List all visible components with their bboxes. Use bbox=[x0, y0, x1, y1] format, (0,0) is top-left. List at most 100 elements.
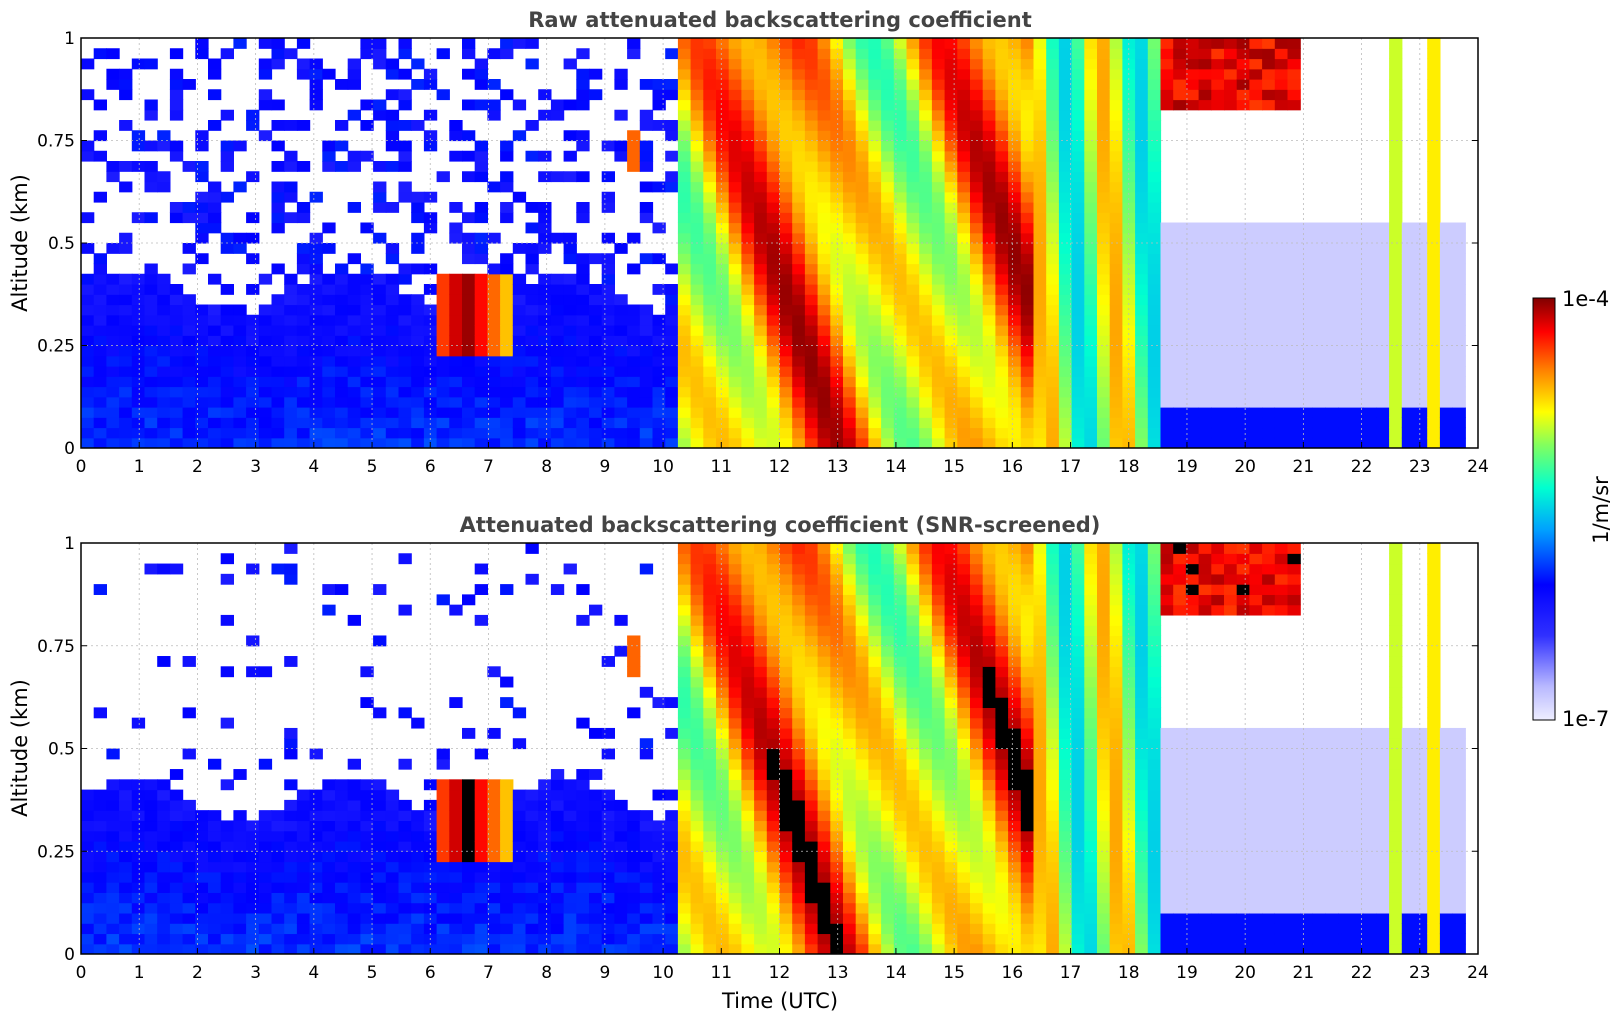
heatmap-cell bbox=[119, 366, 133, 377]
heatmap-cell bbox=[843, 717, 857, 729]
heatmap-cell bbox=[1300, 273, 1314, 285]
heatmap-cell bbox=[716, 563, 730, 575]
heatmap-cell bbox=[1376, 386, 1390, 398]
heatmap-cell bbox=[868, 181, 882, 193]
heatmap-cell bbox=[360, 840, 374, 852]
heatmap-cell bbox=[436, 594, 450, 606]
heatmap-cell bbox=[563, 284, 577, 295]
heatmap-cell bbox=[665, 851, 679, 863]
heatmap-cell bbox=[169, 396, 184, 408]
heatmap-cell bbox=[754, 304, 768, 316]
heatmap-cell bbox=[703, 212, 717, 224]
heatmap-cell bbox=[931, 232, 946, 244]
heatmap-cell bbox=[881, 882, 895, 893]
heatmap-cell bbox=[741, 427, 755, 439]
heatmap-cell bbox=[284, 181, 298, 193]
heatmap-cell bbox=[995, 273, 1009, 285]
heatmap-cell bbox=[398, 120, 412, 131]
heatmap-cell bbox=[1363, 427, 1377, 439]
heatmap-cell bbox=[690, 68, 704, 80]
heatmap-cell bbox=[1389, 396, 1403, 408]
heatmap-cell bbox=[385, 789, 400, 801]
heatmap-cell bbox=[690, 789, 704, 801]
heatmap-cell bbox=[296, 58, 311, 70]
heatmap-cell bbox=[970, 120, 984, 131]
heatmap-cell bbox=[373, 345, 387, 357]
heatmap-cell bbox=[487, 273, 501, 285]
heatmap-cell bbox=[690, 181, 704, 193]
heatmap-cell bbox=[728, 243, 742, 254]
heatmap-cell bbox=[1033, 263, 1047, 275]
heatmap-cell bbox=[1084, 376, 1098, 388]
heatmap-cell bbox=[716, 386, 730, 398]
heatmap-cell bbox=[817, 584, 831, 595]
heatmap-cell bbox=[1058, 191, 1073, 203]
heatmap-cell bbox=[1427, 222, 1441, 234]
heatmap-cell bbox=[703, 573, 717, 585]
heatmap-cell bbox=[1401, 396, 1416, 408]
heatmap-cell bbox=[1274, 232, 1289, 244]
heatmap-cell bbox=[1274, 304, 1289, 316]
heatmap-cell bbox=[817, 130, 831, 142]
heatmap-cell bbox=[766, 386, 781, 398]
heatmap-cell bbox=[462, 48, 476, 60]
heatmap-cell bbox=[1173, 243, 1187, 254]
heatmap-cell bbox=[131, 799, 146, 811]
heatmap-cell bbox=[881, 222, 895, 234]
heatmap-cell bbox=[385, 427, 400, 439]
heatmap-cell bbox=[741, 366, 755, 377]
heatmap-cell bbox=[830, 273, 844, 285]
heatmap-cell bbox=[1224, 58, 1238, 70]
heatmap-cell bbox=[728, 769, 742, 780]
heatmap-cell bbox=[843, 851, 857, 863]
heatmap-cell bbox=[563, 58, 577, 70]
heatmap-cell bbox=[462, 366, 476, 377]
heatmap-cell bbox=[525, 335, 539, 347]
heatmap-cell bbox=[385, 58, 400, 70]
heatmap-cell bbox=[855, 604, 869, 616]
heatmap-cell bbox=[589, 810, 603, 822]
heatmap-cell bbox=[1033, 161, 1047, 172]
heatmap-cell bbox=[906, 573, 920, 585]
heatmap-cell bbox=[614, 396, 628, 408]
heatmap-cell bbox=[817, 820, 831, 832]
heatmap-cell bbox=[703, 253, 717, 265]
heatmap-cell bbox=[525, 243, 539, 254]
heatmap-cell bbox=[119, 779, 133, 791]
heatmap-cell bbox=[538, 861, 552, 873]
heatmap-cell bbox=[893, 851, 908, 863]
heatmap-cell bbox=[906, 563, 920, 575]
heatmap-cell bbox=[233, 232, 247, 244]
heatmap-cell bbox=[271, 325, 285, 336]
heatmap-cell bbox=[576, 407, 590, 418]
heatmap-cell bbox=[385, 68, 400, 80]
heatmap-cell bbox=[741, 625, 755, 637]
heatmap-cell bbox=[474, 386, 488, 398]
heatmap-cell bbox=[576, 68, 590, 80]
heatmap-cell bbox=[703, 120, 717, 131]
heatmap-cell bbox=[716, 594, 730, 606]
heatmap-cell bbox=[1173, 314, 1187, 326]
heatmap-cell bbox=[1427, 68, 1441, 80]
heatmap-cell bbox=[373, 840, 387, 852]
heatmap-cell bbox=[208, 376, 222, 388]
heatmap-cell bbox=[474, 427, 488, 439]
heatmap-cell bbox=[436, 779, 450, 791]
heatmap-cell bbox=[1363, 222, 1377, 234]
heatmap-cell bbox=[893, 810, 908, 822]
heatmap-cell bbox=[220, 325, 234, 336]
heatmap-cell bbox=[487, 386, 501, 398]
heatmap-cell bbox=[817, 355, 831, 367]
heatmap-cell bbox=[309, 366, 323, 377]
heatmap-cell bbox=[906, 810, 920, 822]
heatmap-cell bbox=[1262, 294, 1276, 306]
heatmap-cell bbox=[690, 366, 704, 377]
heatmap-cell bbox=[665, 933, 679, 945]
heatmap-cell bbox=[487, 902, 501, 914]
heatmap-cell bbox=[1338, 355, 1352, 367]
heatmap-cell bbox=[627, 38, 641, 49]
heatmap-cell bbox=[601, 263, 615, 275]
heatmap-cell bbox=[881, 171, 895, 183]
heatmap-cell bbox=[906, 284, 920, 295]
heatmap-cell bbox=[893, 109, 908, 121]
